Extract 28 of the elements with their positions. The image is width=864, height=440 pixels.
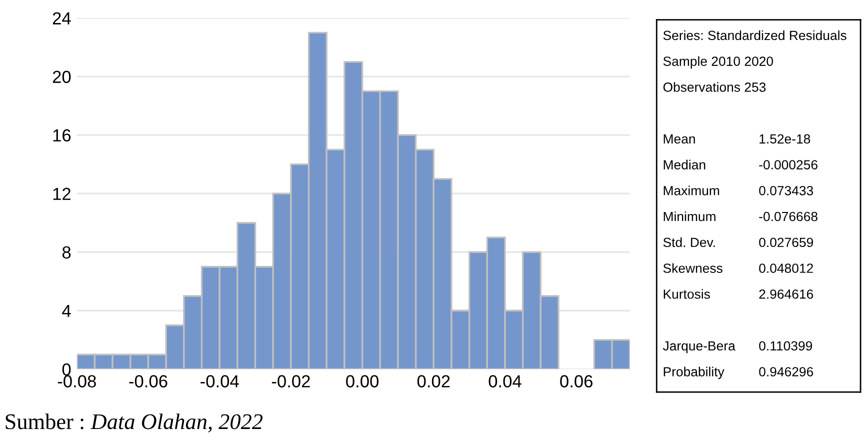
x-tick-label: -0.08 xyxy=(58,375,96,388)
text: Probability 0.946296 xyxy=(664,366,814,380)
x-tick-label: -0.02 xyxy=(272,375,310,388)
x-tick-label: 0.00 xyxy=(346,375,379,388)
text: Mean 1.52e-18 xyxy=(664,134,810,144)
y-tick-label: 16 xyxy=(53,129,71,142)
x-tick-label: 0.02 xyxy=(417,375,450,388)
y-tick-label: 12 xyxy=(53,188,70,200)
y-tick-label: 8 xyxy=(62,246,71,259)
text: Series: Standardized Residuals xyxy=(663,30,846,40)
text: Maximum 0.073433 xyxy=(664,186,814,196)
text: Kurtosis 2.964616 xyxy=(664,289,814,299)
text: Skewness 0.048012 xyxy=(663,263,813,273)
y-tick-label: 4 xyxy=(62,304,71,317)
text: Jarque-Bera 0.110399 xyxy=(662,341,812,354)
x-tick-label: -0.06 xyxy=(129,375,168,388)
y-tick-label: 24 xyxy=(52,12,71,24)
y-tick-label: 20 xyxy=(52,70,71,84)
text: Sample 2010 2020 xyxy=(663,56,774,69)
y-tick-label: 0 xyxy=(62,363,71,376)
x-tick-label: -0.04 xyxy=(200,375,239,388)
x-tick-label: 0.06 xyxy=(560,375,592,388)
text: Sumber : Data Olahan, 2022 xyxy=(6,414,263,432)
text: Median -0.000256 xyxy=(664,160,818,170)
text: Std. Dev. 0.027659 xyxy=(663,237,813,248)
text: Minimum -0.076668 xyxy=(664,211,818,222)
text: Observations 253 xyxy=(663,82,766,92)
x-tick-label: 0.04 xyxy=(488,375,522,388)
